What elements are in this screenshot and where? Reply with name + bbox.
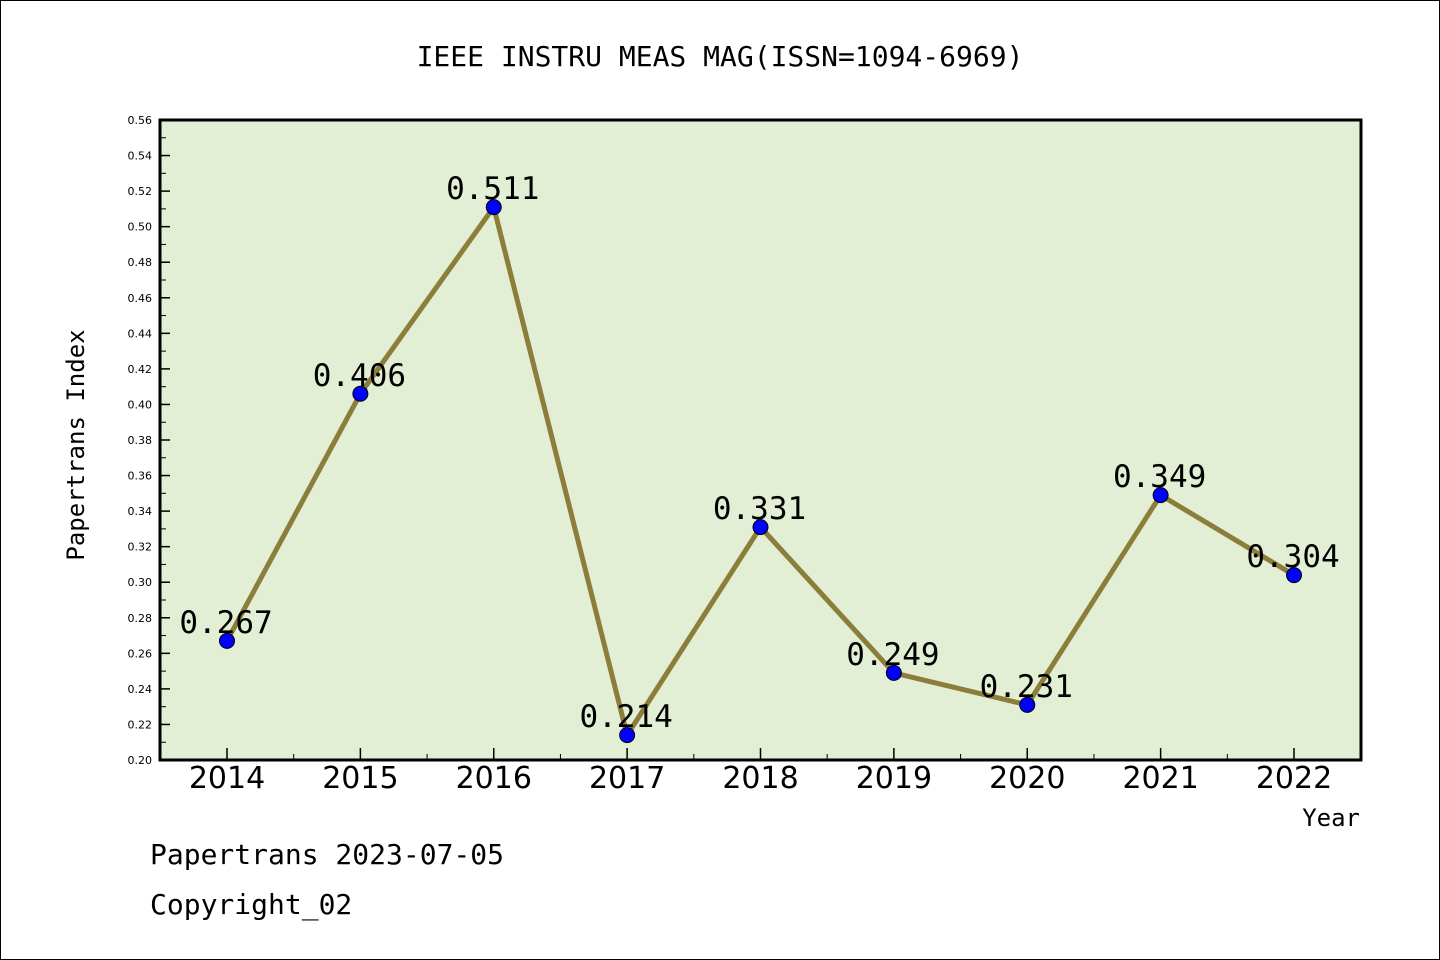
plot-area [160, 120, 1361, 760]
x-axis: 2014 2015 2016 2017 2018 2019 2020 2021 2022 [189, 748, 1332, 796]
data-point [619, 727, 636, 744]
data-label: 0.249 [846, 637, 939, 673]
data-point [1286, 567, 1302, 584]
footer-source: Papertrans 2023-07-05 [150, 838, 504, 871]
x-tick-label: 2015 [322, 761, 398, 796]
y-tick-label: 0.56 [128, 114, 153, 127]
data-point [1152, 487, 1169, 504]
data-label: 0.304 [1246, 539, 1339, 575]
data-label: 0.349 [1113, 459, 1206, 495]
x-tick-label: 2014 [189, 761, 265, 796]
y-tick-label: 0.38 [128, 434, 153, 447]
y-axis-label: Papertrans Index [62, 329, 90, 560]
footer-copyright: Copyright_02 [150, 888, 352, 922]
x-tick-label: 2016 [456, 761, 532, 796]
y-tick-label: 0.46 [128, 292, 153, 305]
y-tick-label: 0.40 [128, 398, 153, 411]
data-label: 0.511 [446, 171, 539, 207]
data-point [752, 519, 769, 536]
data-point [885, 664, 902, 681]
data-point [1019, 696, 1036, 713]
y-tick-label: 0.20 [128, 754, 153, 767]
x-tick-label: 2021 [1122, 761, 1198, 796]
data-label: 0.214 [579, 699, 672, 735]
y-tick-label: 0.50 [128, 221, 153, 234]
data-label: 0.406 [313, 358, 406, 394]
x-axis-label: Year [1302, 804, 1360, 832]
data-point [352, 385, 369, 402]
y-tick-label: 0.24 [128, 683, 153, 696]
y-tick-label: 0.42 [128, 363, 153, 376]
x-tick-label: 2018 [722, 761, 798, 796]
data-label: 0.231 [980, 669, 1073, 705]
data-label: 0.267 [179, 605, 272, 641]
y-tick-label: 0.34 [128, 505, 153, 518]
x-tick-label: 2022 [1256, 761, 1332, 796]
data-series [219, 199, 1302, 744]
y-tick-label: 0.30 [128, 576, 153, 589]
y-tick-label: 0.22 [128, 718, 153, 731]
y-axis: 0.20 0.22 0.24 0.26 0.28 0.30 0.32 0.34 0.36 0.38… [128, 114, 170, 767]
y-tick-label: 0.48 [128, 256, 153, 269]
x-tick-label: 2020 [989, 761, 1065, 796]
chart-title: IEEE INSTRU MEAS MAG(ISSN=1094-6969) [417, 40, 1024, 73]
data-label: 0.331 [713, 491, 806, 527]
y-tick-label: 0.32 [128, 541, 153, 554]
y-tick-label: 0.52 [128, 185, 153, 198]
x-tick-label: 2019 [856, 761, 932, 796]
y-tick-label: 0.44 [128, 327, 153, 340]
data-labels: 0.267 0.406 0.511 0.214 0.331 0.249 0.231 0.349… [179, 171, 1339, 735]
x-tick-label: 2017 [589, 761, 665, 796]
data-point [219, 632, 235, 649]
y-tick-label: 0.28 [128, 612, 153, 625]
data-point [485, 199, 502, 216]
y-tick-label: 0.26 [128, 647, 153, 660]
y-tick-label: 0.54 [128, 150, 153, 163]
plot-border [158, 118, 1363, 762]
y-tick-label: 0.36 [128, 470, 153, 483]
